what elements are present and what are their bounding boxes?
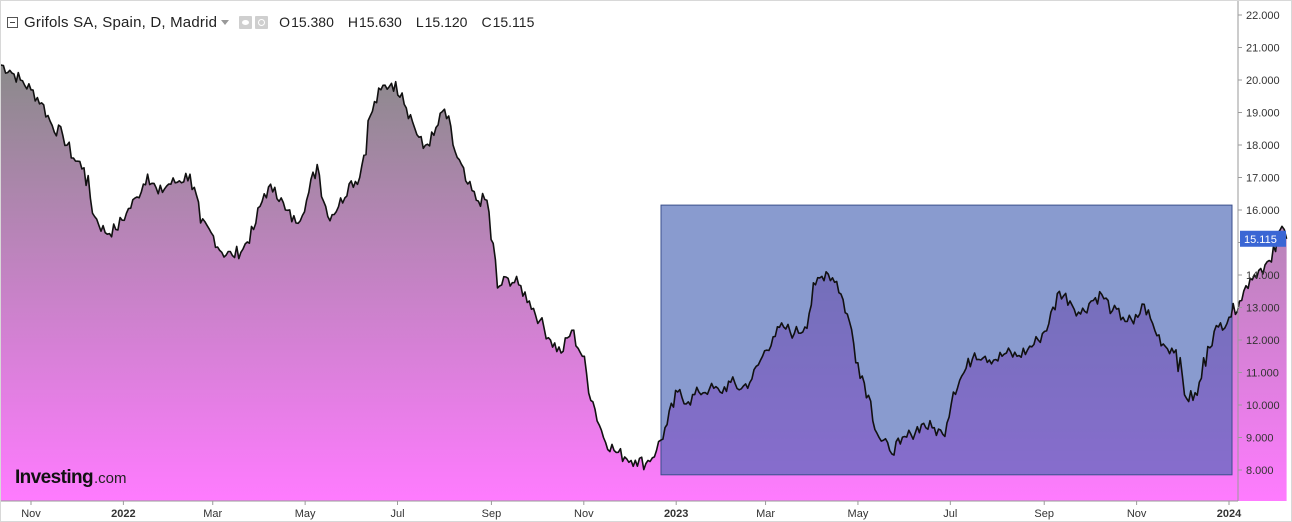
open-key: O	[279, 14, 291, 30]
x-tick-label: May	[848, 508, 869, 520]
y-tick-label: 12.000	[1246, 335, 1280, 347]
price-line	[1, 64, 1288, 471]
low-key: L	[415, 14, 424, 30]
x-tick-label: Jul	[943, 508, 957, 520]
high-key: H	[347, 14, 359, 30]
close-value: 15.115	[492, 14, 535, 30]
x-tick-label: Sep	[1034, 508, 1054, 520]
y-tick-label: 14.000	[1246, 270, 1280, 282]
close-key: C	[481, 14, 492, 30]
y-tick-label: 21.000	[1246, 43, 1280, 55]
last-price-label: 15.115	[1244, 234, 1277, 246]
logo-suffix-text: .com	[94, 470, 127, 487]
x-tick-label: May	[295, 508, 316, 520]
highlight-rectangle[interactable]	[660, 204, 1233, 476]
x-tick-label: 2023	[664, 508, 688, 520]
y-tick-label: 9.000	[1246, 433, 1274, 445]
logo-main-text: Investing	[15, 467, 94, 488]
y-tick-label: 13.000	[1246, 303, 1280, 315]
x-tick-label: Nov	[574, 508, 594, 520]
investing-logo: Investing .com	[15, 467, 127, 491]
last-price-tag	[1240, 230, 1286, 247]
x-tick-label: Mar	[203, 508, 222, 520]
x-tick-label: Jul	[390, 508, 404, 520]
y-tick-label: 17.000	[1246, 173, 1280, 185]
chart-header: Grifols SA, Spain, D, Madrid O 15.380 H …	[7, 12, 534, 32]
x-tick-label: Nov	[21, 508, 41, 520]
chevron-down-icon[interactable]	[221, 19, 230, 25]
y-tick-label: 18.000	[1246, 140, 1280, 152]
y-tick-label: 16.000	[1246, 205, 1280, 217]
x-tick-label: Sep	[482, 508, 502, 520]
highlight-layer	[660, 204, 1233, 476]
low-value: 15.120	[424, 14, 468, 30]
y-tick-label: 22.000	[1246, 10, 1280, 22]
y-tick-label: 20.000	[1246, 75, 1280, 87]
y-tick-label: 11.000	[1246, 368, 1279, 380]
eye-icon[interactable]	[239, 15, 253, 29]
x-tick-label: Nov	[1127, 508, 1147, 520]
high-value: 15.630	[359, 14, 402, 30]
open-value: 15.380	[291, 14, 334, 30]
x-tick-label: Mar	[756, 508, 775, 520]
price-line-layer	[1, 64, 1288, 471]
y-tick-label: 19.000	[1246, 108, 1280, 120]
y-tick-label: 8.000	[1246, 465, 1274, 477]
collapse-icon[interactable]	[7, 16, 18, 28]
x-tick-label: 2024	[1217, 508, 1242, 520]
symbol-title[interactable]: Grifols SA, Spain, D, Madrid	[24, 13, 218, 31]
gear-icon[interactable]	[255, 15, 269, 29]
y-tick-label: 10.000	[1246, 400, 1280, 412]
x-tick-label: 2022	[111, 508, 135, 520]
